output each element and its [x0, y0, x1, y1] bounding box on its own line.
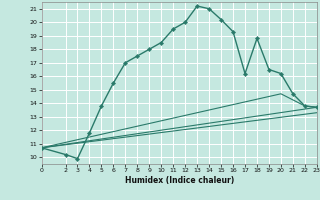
X-axis label: Humidex (Indice chaleur): Humidex (Indice chaleur) [124, 176, 234, 185]
